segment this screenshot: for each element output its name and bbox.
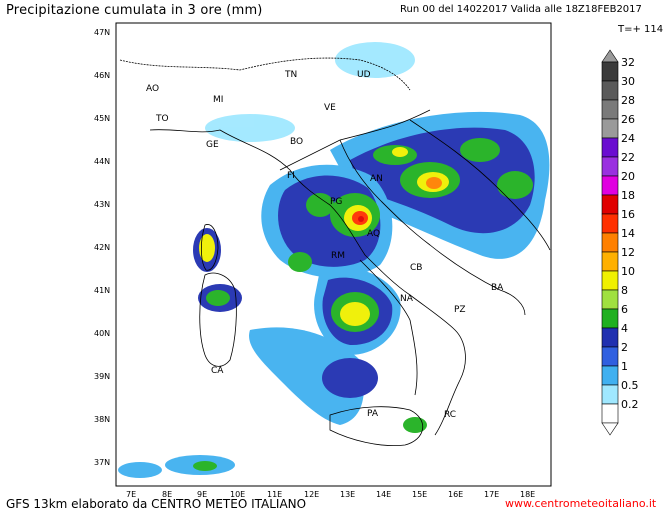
- lon-label: 16E: [448, 490, 463, 499]
- lon-label: 13E: [340, 490, 355, 499]
- legend-swatch: [601, 156, 619, 177]
- city-label: PA: [367, 409, 379, 419]
- lat-label: 40N: [94, 329, 110, 338]
- legend-swatch: [601, 137, 619, 158]
- legend-swatch: [601, 61, 619, 82]
- legend-swatch: [601, 403, 619, 424]
- city-label: AQ: [367, 229, 380, 239]
- run-info: Run 00 del 14022017 Valida alle 18Z18FEB…: [400, 4, 642, 15]
- city-label: AN: [370, 174, 383, 184]
- lat-label: 46N: [94, 71, 110, 80]
- legend-label: 6: [621, 303, 628, 316]
- city-label: FI: [287, 171, 295, 181]
- city-label: CA: [211, 366, 224, 376]
- lat-label: 37N: [94, 458, 110, 467]
- legend-label: 30: [621, 75, 635, 88]
- lon-label: 17E: [484, 490, 499, 499]
- timestep-label: T=+ 114: [618, 24, 664, 35]
- legend-label: 26: [621, 113, 635, 126]
- city-label: BO: [290, 137, 303, 147]
- legend-swatch: [601, 213, 619, 234]
- legend-swatch: [601, 99, 619, 120]
- lat-label: 44N: [94, 157, 110, 166]
- lon-label: 9E: [197, 490, 207, 499]
- legend-label: 18: [621, 189, 635, 202]
- legend-swatch: [601, 232, 619, 253]
- city-label: GE: [206, 140, 219, 150]
- lat-label: 42N: [94, 243, 110, 252]
- legend-swatch: [601, 327, 619, 348]
- legend-swatch: [601, 384, 619, 405]
- city-label: RC: [444, 410, 456, 420]
- city-label: BA: [491, 283, 504, 293]
- legend-swatch: [601, 346, 619, 367]
- legend-swatch: [601, 80, 619, 101]
- lat-label: 41N: [94, 286, 110, 295]
- legend-swatch: [601, 289, 619, 310]
- city-label: TN: [284, 70, 297, 80]
- footer-credit: GFS 13km elaborato da CENTRO METEO ITALI…: [6, 497, 307, 511]
- city-label: CB: [410, 263, 422, 273]
- city-label: AO: [146, 84, 159, 94]
- map-title: Precipitazione cumulata in 3 ore (mm): [6, 3, 263, 18]
- legend-swatch: [601, 308, 619, 329]
- legend-colorbar: 32 30 28 26 24 22 20 18 16 14 12 10 8 6 4 2 1 0.5 0.2: [601, 49, 639, 436]
- city-label: MI: [213, 95, 223, 105]
- lat-axis: 47N 46N 45N 44N 43N 42N 41N 40N 39N 38N …: [94, 28, 110, 467]
- legend-swatch: [601, 194, 619, 215]
- city-label: NA: [400, 294, 414, 304]
- legend-swatch: [601, 118, 619, 139]
- legend-label: 12: [621, 246, 635, 259]
- coastlines: [119, 57, 551, 447]
- legend-label: 16: [621, 208, 635, 221]
- legend-label: 0.5: [621, 379, 639, 392]
- lat-label: 45N: [94, 114, 110, 123]
- legend-label: 20: [621, 170, 635, 183]
- legend-label: 8: [621, 284, 628, 297]
- legend-bottom-arrow: [601, 422, 619, 436]
- lat-label: 43N: [94, 200, 110, 209]
- legend-label: 28: [621, 94, 635, 107]
- lon-label: 15E: [412, 490, 427, 499]
- footer-website-link[interactable]: www.centrometeoitaliano.it: [505, 497, 657, 510]
- lat-label: 39N: [94, 372, 110, 381]
- legend-label: 0.2: [621, 398, 639, 411]
- legend-swatch: [601, 251, 619, 272]
- lon-label: 10E: [230, 490, 245, 499]
- lat-label: 38N: [94, 415, 110, 424]
- city-label: UD: [357, 70, 371, 80]
- city-label: TO: [155, 114, 169, 124]
- legend-label: 4: [621, 322, 628, 335]
- legend-swatch: [601, 365, 619, 386]
- legend-top-arrow: [601, 49, 619, 63]
- precip-field: [118, 42, 550, 478]
- legend-swatch: [601, 175, 619, 196]
- legend-label: 1: [621, 360, 628, 373]
- lon-axis: 7E 8E 9E 10E 11E 12E 13E 14E 15E 16E 17E…: [126, 490, 535, 499]
- lon-label: 12E: [304, 490, 319, 499]
- city-label: PZ: [454, 305, 466, 315]
- lon-label: 8E: [162, 490, 172, 499]
- lon-label: 18E: [520, 490, 535, 499]
- legend-label: 10: [621, 265, 635, 278]
- lat-label: 47N: [94, 28, 110, 37]
- city-label: PG: [330, 197, 342, 207]
- legend-swatch: [601, 270, 619, 291]
- city-label: VE: [324, 103, 336, 113]
- lon-label: 7E: [126, 490, 136, 499]
- legend-label: 2: [621, 341, 628, 354]
- legend-label: 22: [621, 151, 635, 164]
- lon-label: 14E: [376, 490, 391, 499]
- legend-label: 14: [621, 227, 635, 240]
- legend-label: 32: [621, 56, 635, 69]
- lon-label: 11E: [267, 490, 282, 499]
- legend-label: 24: [621, 132, 635, 145]
- city-label: RM: [331, 251, 345, 261]
- city-labels: AO MI TO TN UD VE BO GE FI AN PG AQ RM C…: [146, 70, 504, 420]
